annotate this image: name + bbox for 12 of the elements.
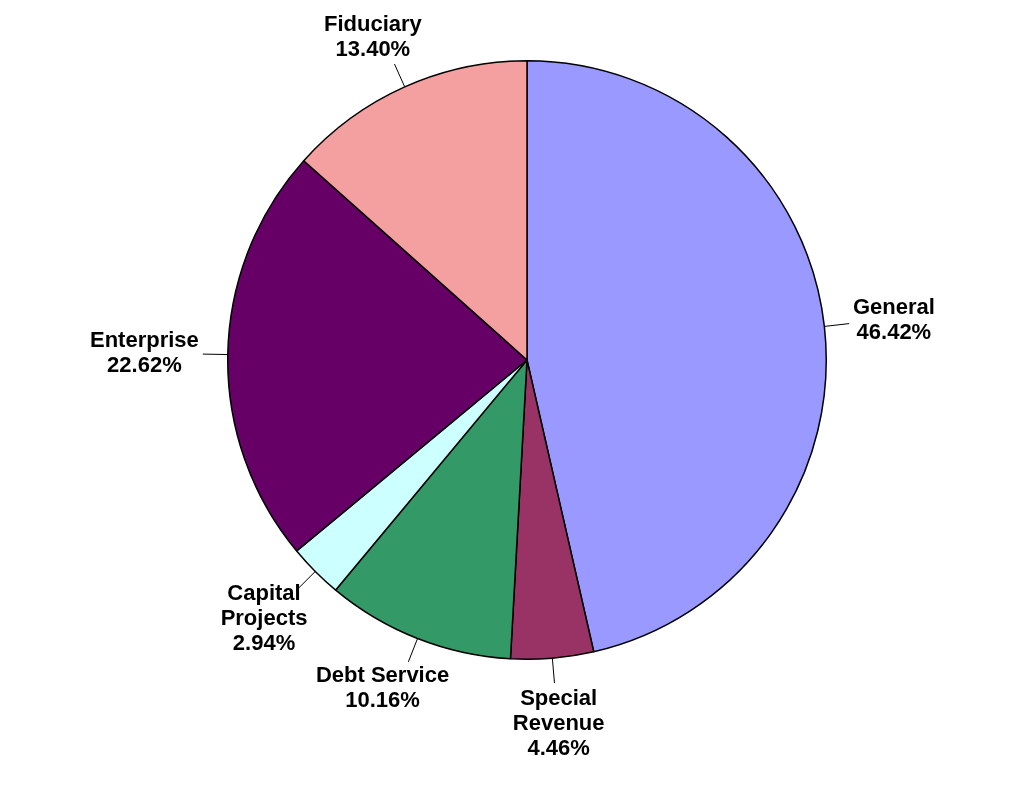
data-label: 2.94% xyxy=(232,629,296,655)
data-label: 4.46% xyxy=(527,735,590,761)
slice-label: Special Revenue xyxy=(512,685,605,736)
slice-label: Enterprise xyxy=(89,327,199,353)
data-label: 46.42% xyxy=(856,318,932,344)
slice-label: Debt Service xyxy=(315,662,450,688)
data-label: 22.62% xyxy=(107,352,182,378)
slice-label: Fiduciary xyxy=(323,11,423,37)
data-label: 10.16% xyxy=(345,687,420,713)
slice-label: General xyxy=(852,293,935,319)
data-label: 13.40% xyxy=(335,36,411,62)
slice-label: Capital Projects xyxy=(220,579,308,630)
